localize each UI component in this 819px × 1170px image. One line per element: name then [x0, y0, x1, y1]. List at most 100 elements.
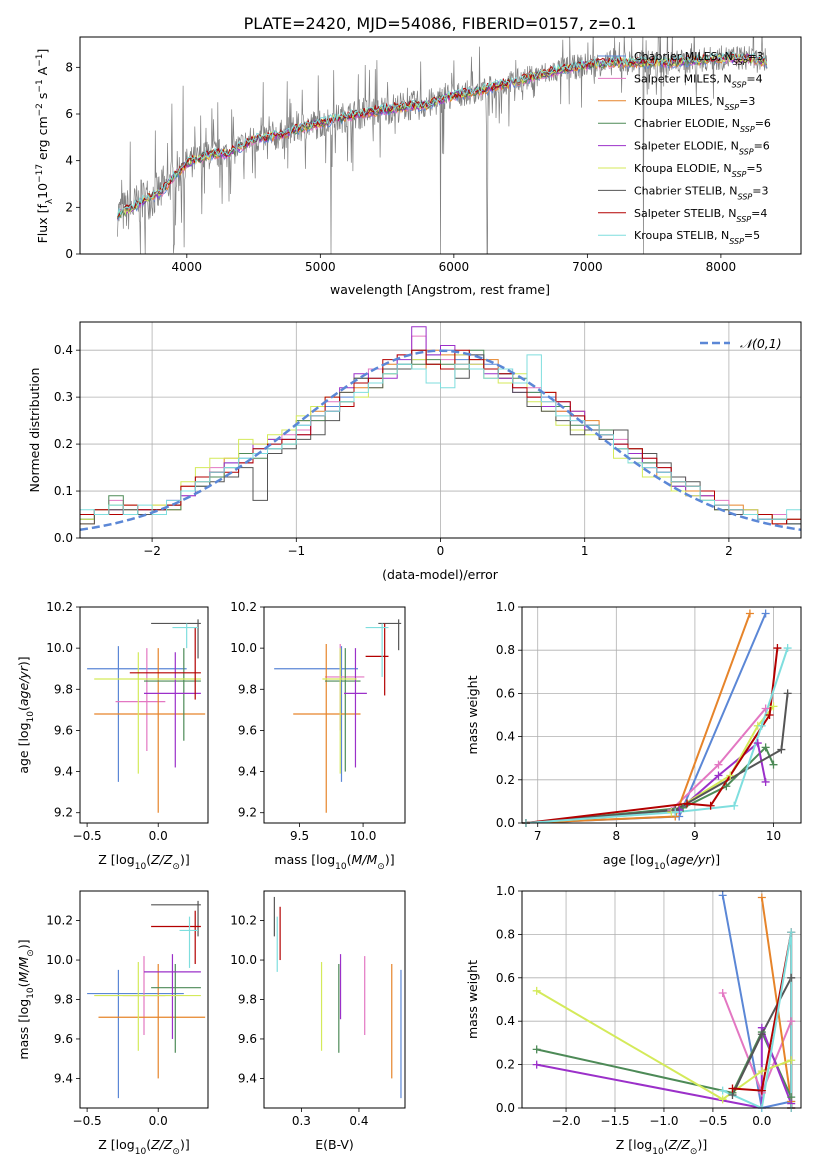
y-tick-label: 0.2	[496, 1058, 515, 1072]
y-tick-label: 10.2	[230, 600, 257, 614]
y-tick-label: 9.4	[54, 1071, 73, 1085]
y-tick-label: 0.4	[54, 343, 73, 357]
axes-frame	[263, 606, 406, 824]
x-tick-label: −0.5	[698, 1114, 727, 1128]
y-tick-label: 0.3	[54, 390, 73, 404]
mass-vs-metallicity-panel: −0.5 0.0 9.4 9.6 9.8 10.0 10.2 Z [log10(Z/Z⊙)] m…	[16, 890, 209, 1157]
model-spectrum-line	[116, 50, 767, 217]
y-tick-label: 0.2	[496, 773, 515, 787]
figure-title: PLATE=2420, MJD=54086, FIBERID=0157, z=0…	[244, 14, 637, 33]
data-point-marker	[757, 1086, 766, 1095]
y-tick-label: 9.2	[238, 806, 257, 820]
legend-entry: Salpeter MILES, NSSP=4	[634, 72, 763, 89]
y-tick-label: 9.4	[238, 1071, 257, 1085]
y-tick-label: 10.2	[230, 914, 257, 928]
legend-entry: Chabrier STELIB, NSSP=3	[634, 184, 768, 201]
observed-spectrum-line	[117, 37, 768, 254]
y-tick-label: 6	[65, 107, 73, 121]
y-tick-label: 9.8	[238, 682, 257, 696]
age-vs-metallicity-panel: −0.5 0.0 9.2 9.4 9.6 9.8 10.0 10.2 Z [log10(Z/Z⊙…	[16, 600, 209, 872]
data-point-marker	[761, 609, 770, 618]
data-point-marker	[730, 801, 739, 810]
mass-weight-vs-age-panel: 7 8 9 10 0.0 0.2 0.4 0.6 0.8 1.0 age [log10(age/yr…	[465, 600, 802, 872]
data-point-marker	[728, 1084, 737, 1093]
mass-weight-series	[525, 693, 789, 823]
data-point-marker	[745, 609, 754, 618]
y-axis-label: Flux [fλ10−17 erg cm−2 s−1 A−1]	[35, 49, 55, 244]
x-tick-label: 7	[534, 829, 542, 843]
x-axis-label: Z [log10(Z/Z⊙)]	[98, 1137, 189, 1157]
y-tick-label: 9.6	[238, 723, 257, 737]
x-tick-label: 9.5	[290, 829, 309, 843]
axes-frame	[263, 890, 406, 1109]
data-point-marker	[718, 891, 727, 900]
y-tick-label: 9.4	[238, 765, 257, 779]
x-tick-label: 5000	[305, 260, 336, 274]
data-point-marker	[714, 760, 723, 769]
spectrum-panel: 4000 5000 6000 7000 8000 0 2 4 6 8 wavelength [Ang…	[35, 36, 802, 297]
y-tick-label: 9.8	[54, 993, 73, 1007]
data-point-marker	[757, 893, 766, 902]
mass-weight-series	[721, 895, 792, 1108]
legend-entry: 𝒩(0,1)	[740, 336, 782, 351]
y-tick-label: 0.6	[496, 686, 515, 700]
y-tick-label: 4	[65, 154, 73, 168]
x-tick-label: 2	[725, 544, 733, 558]
y-axis-label: Normed distribution	[27, 368, 42, 493]
x-tick-label: −1.5	[600, 1114, 629, 1128]
age-vs-mass-panel: 9.5 10.0 9.2 9.4 9.6 9.8 10.0 10.2 mass [log10(M…	[230, 600, 406, 872]
y-tick-label: 9.6	[54, 1032, 73, 1046]
x-tick-label: 0.4	[349, 1114, 368, 1128]
data-point-marker	[683, 799, 692, 808]
data-point-marker	[671, 808, 680, 817]
y-tick-label: 0.4	[496, 730, 515, 744]
y-tick-label: 0.8	[496, 643, 515, 657]
data-point-marker	[722, 782, 731, 791]
y-tick-label: 0.2	[54, 437, 73, 451]
y-tick-label: 0.0	[496, 816, 515, 830]
data-point-marker	[787, 1017, 796, 1026]
x-tick-label: 6000	[439, 260, 470, 274]
x-tick-label: 10	[766, 829, 781, 843]
data-point-marker	[783, 644, 792, 653]
data-point-marker	[761, 777, 770, 786]
mass-vs-extinction-panel: 0.3 0.4 9.4 9.6 9.8 10.0 10.2 E(B-V)	[230, 890, 406, 1152]
data-point-marker	[706, 801, 715, 810]
data-point-marker	[769, 760, 778, 769]
x-tick-label: 0	[437, 544, 445, 558]
x-tick-label: 0.3	[292, 1114, 311, 1128]
axes-frame	[521, 606, 802, 824]
y-tick-label: 10.2	[46, 600, 73, 614]
mass-weight-series	[525, 613, 767, 823]
data-point-marker	[773, 644, 782, 653]
y-axis-label: mass weight	[465, 675, 480, 754]
y-tick-label: 10.2	[46, 914, 73, 928]
data-point-marker	[761, 704, 770, 713]
data-point-marker	[753, 739, 762, 748]
data-point-marker	[787, 928, 796, 937]
x-tick-label: −1	[287, 544, 305, 558]
x-tick-label: 4000	[172, 260, 203, 274]
data-point-marker	[726, 771, 735, 780]
x-axis-label: wavelength [Angstrom, rest frame]	[330, 282, 550, 297]
y-tick-label: 2	[65, 200, 73, 214]
y-axis-label: age [log10(age/yr)]	[16, 656, 36, 773]
y-tick-label: 10.0	[230, 641, 257, 655]
data-point-marker	[718, 1086, 727, 1095]
y-tick-label: 1.0	[496, 884, 515, 898]
legend-entry: Kroupa STELIB, NSSP=5	[634, 229, 760, 246]
axes-frame	[79, 890, 209, 1109]
data-point-marker	[718, 1095, 727, 1104]
x-axis-label: (data-model)/error	[382, 567, 499, 582]
data-point-marker	[757, 721, 766, 730]
data-point-marker	[769, 702, 778, 711]
data-point-marker	[532, 986, 541, 995]
x-tick-label: −1.0	[649, 1114, 678, 1128]
axes-frame	[79, 606, 209, 824]
data-point-marker	[761, 743, 770, 752]
y-tick-label: 0.0	[54, 531, 73, 545]
y-tick-label: 9.8	[238, 993, 257, 1007]
y-tick-label: 0.4	[496, 1014, 515, 1028]
legend-entry: Salpeter STELIB, NSSP=4	[634, 207, 767, 224]
